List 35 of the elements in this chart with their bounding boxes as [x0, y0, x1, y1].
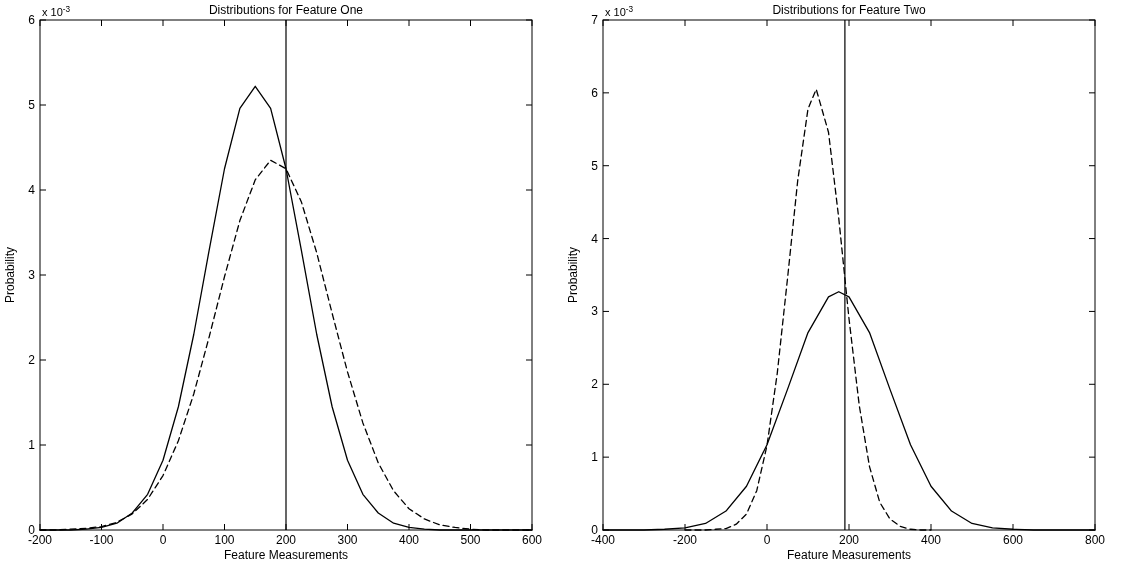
x-tick-label: 400: [920, 533, 942, 547]
y-tick-label: 2: [28, 353, 36, 367]
x-tick-label: 500: [460, 533, 481, 547]
x-tick-label: 200: [275, 533, 297, 547]
y-tick-label: 4: [591, 231, 599, 246]
y-tick-label: 3: [591, 304, 599, 319]
x-tick-label: -200: [672, 533, 698, 547]
x-tick-label: 600: [1002, 533, 1024, 547]
x-axis-title: Feature Measurements: [223, 548, 349, 562]
y-tick-label: 5: [28, 98, 36, 112]
y-tick-label: 1: [28, 438, 36, 452]
x-tick-label: 400: [398, 533, 420, 547]
x-tick-label: -100: [89, 533, 114, 547]
y-tick-label: 2: [591, 377, 599, 392]
text: x 10$^{-3}$: [605, 4, 634, 18]
y-tick-label: 7: [591, 13, 599, 27]
x-tick-label: 0: [159, 533, 167, 547]
x-tick-label: 800: [1084, 533, 1106, 547]
y-axis-title: Probability: [3, 246, 17, 304]
text: x 10$^{-3}$: [42, 4, 71, 18]
x-tick-label: 600: [521, 533, 543, 547]
chart-title: Distributions for Feature One: [208, 3, 364, 17]
y-tick-label: 1: [591, 450, 599, 465]
x-tick-label: 0: [763, 533, 771, 547]
y-tick-label: 4: [28, 183, 36, 197]
y-tick-label: 6: [28, 13, 36, 27]
x-tick-label: 100: [214, 533, 235, 547]
y-axis-title: Probability: [566, 246, 580, 304]
y-tick-label: 5: [591, 158, 599, 173]
y-tick-label: 6: [591, 85, 599, 100]
x-tick-label: 200: [838, 533, 860, 547]
y-tick-label: 3: [28, 268, 36, 282]
x-tick-label: 300: [337, 533, 358, 547]
x-axis-title: Feature Measurements: [786, 548, 912, 562]
chart-title: Distributions for Feature Two: [772, 3, 926, 17]
